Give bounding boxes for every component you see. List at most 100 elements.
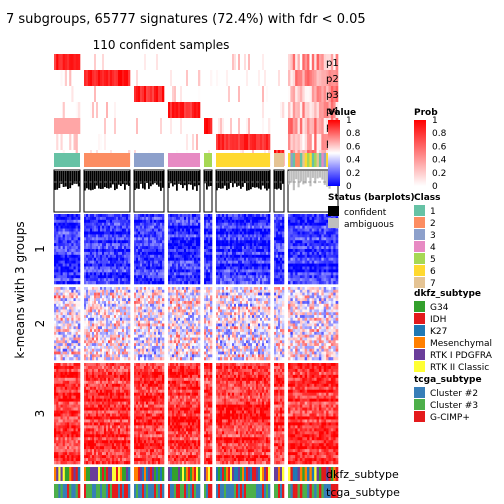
heatmap-cell <box>268 237 271 241</box>
heatmap-cell <box>86 329 89 333</box>
heatmap-cell <box>102 312 105 316</box>
silhouette-bar <box>264 171 266 189</box>
heatmap-cell <box>58 219 61 224</box>
heatmap-cell <box>326 222 329 226</box>
heatmap-cell <box>150 266 153 270</box>
heatmap-cell <box>126 263 129 267</box>
heatmap-cell <box>240 272 243 276</box>
prob-cell <box>328 70 332 86</box>
prob-cell <box>98 54 101 70</box>
prob-cell <box>128 118 131 134</box>
heatmap-cell <box>156 234 159 238</box>
heatmap-cell <box>96 240 99 244</box>
heatmap-cell <box>314 219 317 224</box>
heatmap-cell <box>156 292 159 296</box>
silhouette-frame <box>215 169 271 213</box>
heatmap-cell <box>274 266 277 270</box>
heatmap-cell <box>64 331 68 336</box>
heatmap-cell <box>170 225 173 229</box>
heatmap-cell <box>160 287 163 291</box>
heatmap-cell <box>276 214 279 218</box>
heatmap-cell <box>333 231 336 235</box>
heatmap-cell <box>297 219 301 224</box>
prob-cell <box>268 134 271 150</box>
heatmap-cell <box>150 216 153 221</box>
heatmap-cell <box>88 295 91 299</box>
heatmap-cell <box>114 225 117 229</box>
prob-cell <box>276 102 279 118</box>
heatmap-cell <box>316 243 320 247</box>
heatmap-cell <box>104 219 107 224</box>
heatmap-cell <box>60 331 63 336</box>
heatmap-cell <box>314 214 317 218</box>
prob-cell <box>236 118 239 134</box>
heatmap-cell <box>106 225 109 229</box>
heatmap-cell <box>146 287 149 291</box>
heatmap-cell <box>114 249 117 253</box>
heatmap-cell <box>138 260 141 264</box>
prob-cell <box>250 102 253 118</box>
prob-cell <box>242 70 245 86</box>
heatmap-cell <box>106 345 109 350</box>
heatmap-cell <box>75 326 79 330</box>
prob-cell <box>174 134 177 150</box>
heatmap-cell <box>152 254 155 259</box>
heatmap-cell <box>262 228 265 232</box>
heatmap-cell <box>62 278 66 282</box>
heatmap-cell <box>77 275 81 279</box>
heatmap-cell <box>62 301 66 305</box>
heatmap-cell <box>254 234 257 238</box>
heatmap-cell <box>54 315 57 319</box>
prob-cell <box>142 86 145 102</box>
heatmap-cell <box>309 228 313 232</box>
heatmap-cell <box>248 216 251 221</box>
heatmap-cell <box>321 228 325 232</box>
heatmap-cell <box>176 263 179 267</box>
prob-cell <box>295 118 298 134</box>
heatmap-cell <box>67 269 70 273</box>
heatmap-cell <box>244 281 247 285</box>
heatmap-cell <box>100 309 103 313</box>
heatmap-cell <box>258 254 261 259</box>
heatmap-cell <box>134 243 137 247</box>
prob-cell <box>282 86 285 102</box>
heatmap-cell <box>182 278 185 282</box>
heatmap-cell <box>144 298 147 302</box>
heatmap-cell <box>100 254 103 259</box>
heatmap-cell <box>71 237 74 241</box>
prob-cell <box>148 70 151 86</box>
heatmap-cell <box>196 257 199 261</box>
prob-cell <box>276 54 279 70</box>
heatmap-cell <box>210 231 213 235</box>
heatmap-cell <box>180 254 183 259</box>
heatmap-cell <box>56 348 59 352</box>
heatmap-cell <box>138 281 141 285</box>
heatmap-cell <box>126 246 129 250</box>
heatmap-cell <box>226 222 229 226</box>
heatmap-cell <box>108 254 111 259</box>
heatmap-cell <box>335 246 339 250</box>
prob-cell <box>178 70 181 86</box>
heatmap-cell <box>106 251 109 256</box>
heatmap-cell <box>184 278 187 282</box>
heatmap-cell <box>226 219 229 224</box>
prob-cell <box>244 86 247 102</box>
heatmap-cell <box>304 281 308 285</box>
heatmap-cell <box>240 275 243 279</box>
heatmap-cell <box>216 260 219 264</box>
heatmap-cell <box>172 251 175 256</box>
heatmap-cell <box>228 234 231 238</box>
heatmap-cell <box>230 240 233 244</box>
heatmap-cell <box>102 249 105 253</box>
heatmap-cell <box>206 234 209 238</box>
heatmap-cell <box>92 354 95 358</box>
heatmap-cell <box>136 216 139 221</box>
heatmap-cell <box>246 222 249 226</box>
prob-cell <box>96 54 99 70</box>
heatmap-cell <box>218 272 221 276</box>
heatmap-cell <box>136 228 139 232</box>
heatmap-cell <box>168 281 171 285</box>
prob-cell <box>311 102 315 118</box>
heatmap-cell <box>170 269 173 273</box>
heatmap-cell <box>64 345 68 350</box>
